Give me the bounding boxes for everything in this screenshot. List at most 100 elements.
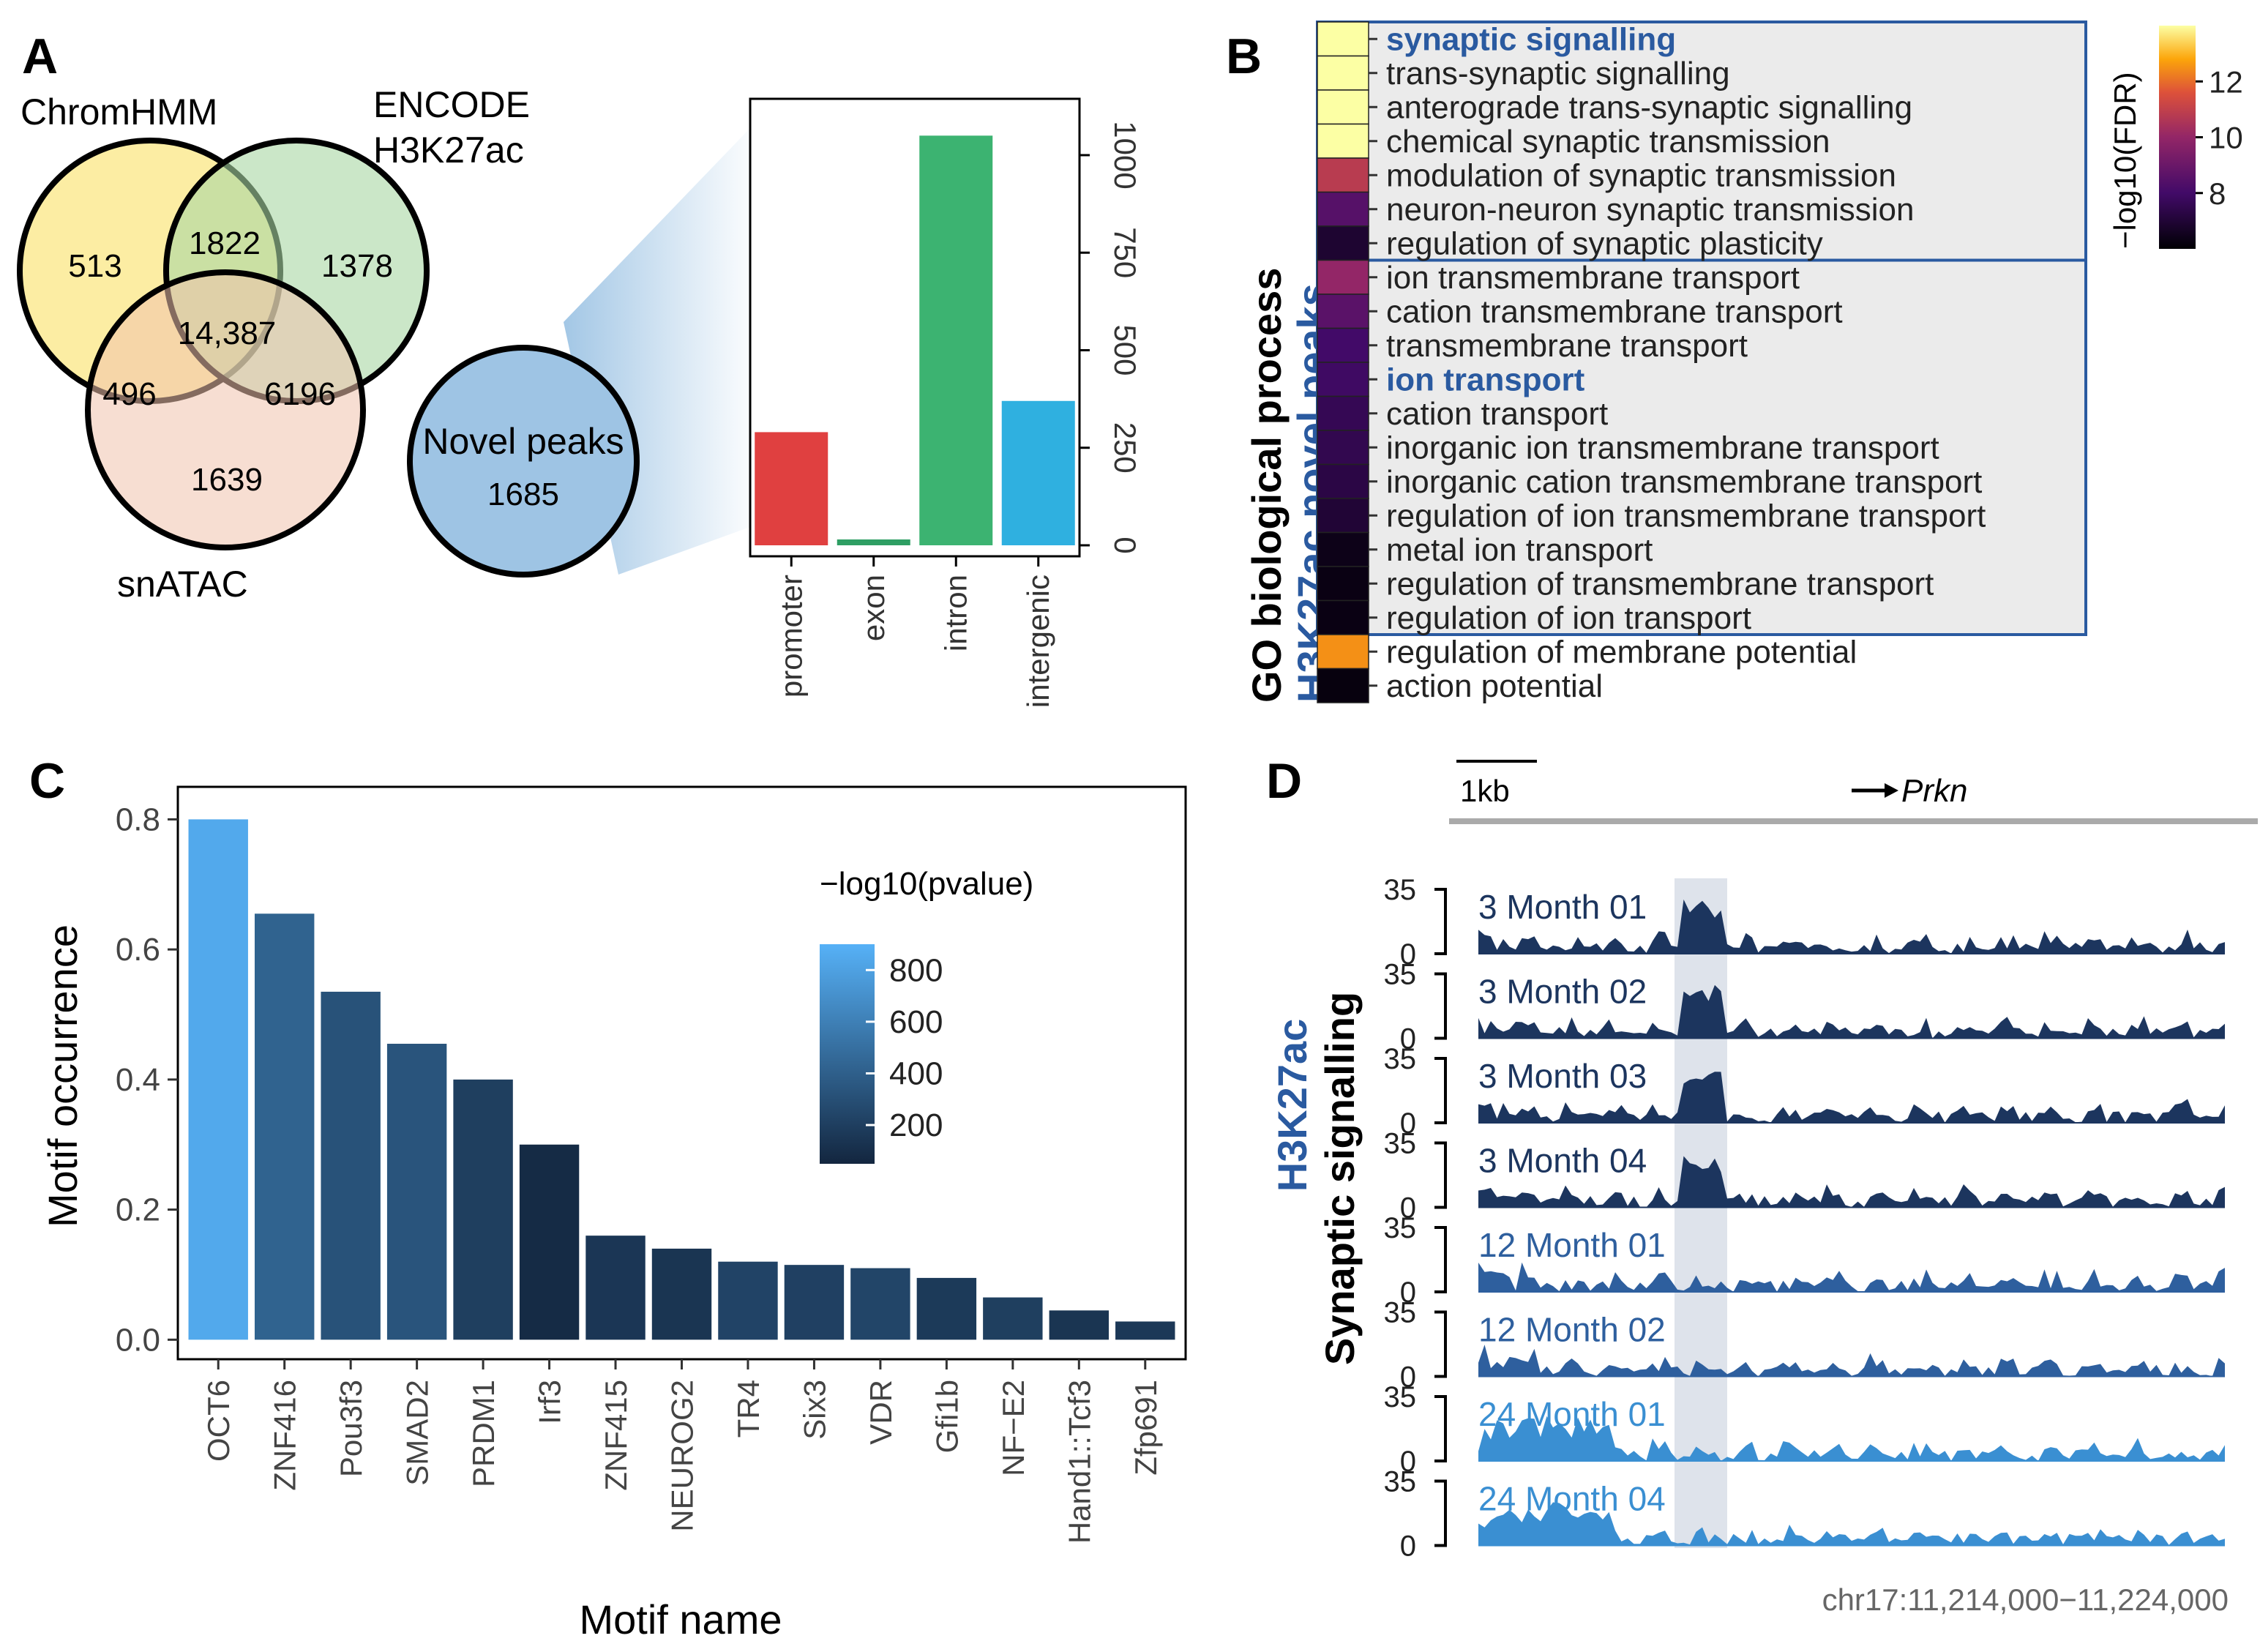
venn-count-snatac-only: 1639	[191, 462, 263, 498]
go-colorbar-tick-label: 12	[2209, 64, 2243, 99]
region-coordinates: chr17:11,214,000−11,224,000	[1822, 1582, 2229, 1617]
motif-bar-chart: 0.0 0.2 0.4 0.6 0.8 OCT6 ZNF416 Pou3f3 SMAD2 PRDM…	[116, 801, 1175, 1544]
track-ytick-bottom: 0	[1400, 1192, 1416, 1225]
track-axis	[1434, 1226, 1447, 1293]
track-ytick-bottom: 0	[1400, 938, 1416, 971]
motif-bar	[1115, 1321, 1175, 1340]
track-signal	[1478, 1416, 2225, 1461]
go-term-label: cation transport	[1386, 396, 1608, 432]
motif-xtick-label: ZNF415	[599, 1380, 633, 1491]
motif-ylabel: Motif occurrence	[40, 924, 86, 1227]
track-ytick-bottom: 0	[1400, 1446, 1416, 1478]
motif-xtick-label: Irf3	[533, 1380, 567, 1424]
track-name: 24 Month 04	[1478, 1480, 1666, 1518]
go-cell	[1317, 531, 1369, 567]
track-signal	[1478, 899, 2225, 954]
go-cell	[1317, 430, 1369, 466]
venn-label-encode-line2: H3K27ac	[373, 130, 524, 171]
motif-xlabel: Motif name	[580, 1596, 782, 1642]
motif-bar	[254, 913, 315, 1340]
track-ytick-bottom: 0	[1400, 1107, 1416, 1140]
motif-bar	[651, 1248, 712, 1340]
track-signal	[1478, 1262, 2225, 1292]
go-colorbar-tick-label: 8	[2209, 176, 2226, 211]
track-ytick-top: 35	[1384, 1128, 1417, 1160]
motif-bar	[1049, 1310, 1110, 1340]
go-term-label: regulation of synaptic plasticity	[1386, 225, 1823, 261]
annotation-ytick-label: 0	[1108, 537, 1142, 553]
go-cell	[1317, 395, 1369, 431]
go-colorbar-tick-label: 10	[2209, 121, 2243, 155]
motif-colorbar-tick-label: 400	[889, 1055, 943, 1091]
track-name: 24 Month 01	[1478, 1395, 1666, 1433]
annotation-ytick-label: 1000	[1108, 121, 1142, 189]
motif-bar	[916, 1277, 977, 1340]
novel-peaks-label: Novel peaks	[422, 421, 624, 462]
panel-label-d: D	[1266, 753, 1302, 809]
gene-arrow-head	[1885, 783, 1898, 798]
motif-bar	[983, 1297, 1043, 1340]
go-cell	[1317, 634, 1369, 670]
venn-circle-snatac	[85, 269, 366, 550]
go-cell	[1317, 89, 1369, 125]
go-term-label: regulation of ion transmembrane transpor…	[1386, 498, 1986, 534]
go-cell	[1317, 463, 1369, 499]
annotation-xtick-label: intergenic	[1021, 575, 1055, 708]
go-cell	[1317, 599, 1369, 635]
go-term-label: synaptic signalling	[1386, 21, 1676, 57]
go-cell	[1317, 362, 1369, 397]
track-ytick-bottom: 0	[1400, 1277, 1416, 1309]
motif-xtick-label: OCT6	[201, 1380, 236, 1462]
track-signal	[1478, 1502, 2225, 1546]
motif-bar	[188, 819, 248, 1340]
track-ytick-top: 35	[1384, 1381, 1417, 1413]
venn-count-encode-only: 1378	[321, 248, 393, 284]
annotation-ytick-label: 250	[1108, 422, 1142, 474]
annotation-xtick-label: intron	[938, 575, 973, 651]
venn-count-all-three: 14,387	[178, 315, 277, 351]
motif-bar	[453, 1079, 513, 1340]
track-ytick-top: 35	[1384, 1043, 1417, 1075]
go-cell	[1317, 21, 1369, 57]
track-ytick-top: 35	[1384, 1212, 1417, 1244]
go-term-label: transmembrane transport	[1386, 328, 1748, 364]
motif-ytick-label: 0.4	[116, 1062, 160, 1098]
motif-bar	[585, 1236, 646, 1340]
tracks-ylabel-h3k27ac: H3K27ac	[1269, 1019, 1315, 1192]
venn-label-snatac: snATAC	[117, 564, 248, 605]
go-group-box-ion	[1316, 258, 2087, 636]
motif-xtick-label: TR4	[731, 1380, 766, 1438]
venn-count-encode-snatac: 6196	[264, 376, 336, 412]
go-cell	[1317, 259, 1369, 295]
motif-xtick-label: Hand1::Tcf3	[1062, 1380, 1096, 1544]
motif-xtick-label: PRDM1	[466, 1380, 501, 1487]
gene-name: Prkn	[1901, 773, 1967, 809]
motif-bar	[519, 1144, 580, 1340]
go-cell	[1317, 294, 1369, 329]
motif-colorbar-tick-label: 600	[889, 1004, 943, 1040]
track-ytick-top: 35	[1384, 1466, 1417, 1498]
motif-ytick-label: 0.0	[116, 1322, 160, 1358]
annotation-bar-intron	[919, 135, 993, 545]
go-term-label: regulation of membrane potential	[1386, 634, 1857, 670]
go-term-label: inorganic cation transmembrane transport	[1386, 464, 1982, 500]
track-ytick-top: 35	[1384, 874, 1417, 906]
panel-label-a: A	[22, 29, 58, 84]
track-axis	[1434, 972, 1447, 1040]
highlight-region	[1675, 878, 1727, 1548]
motif-xtick-label: NEUROG2	[665, 1380, 700, 1532]
go-cell	[1317, 327, 1369, 363]
panel-b: B GO biological process H3K27ac novel pe…	[1226, 20, 2243, 704]
go-term-label: regulation of ion transport	[1386, 600, 1751, 636]
motif-ytick-label: 0.6	[116, 932, 160, 968]
track-signal	[1478, 1345, 2225, 1377]
track-signal	[1478, 1072, 2225, 1123]
motif-bar	[784, 1265, 845, 1340]
track-axis	[1434, 888, 1447, 955]
motif-xtick-label: Six3	[797, 1380, 831, 1440]
motif-colorbar	[820, 944, 875, 1164]
track-name: 3 Month 03	[1478, 1057, 1647, 1095]
motif-xtick-label: Pou3f3	[334, 1380, 368, 1477]
